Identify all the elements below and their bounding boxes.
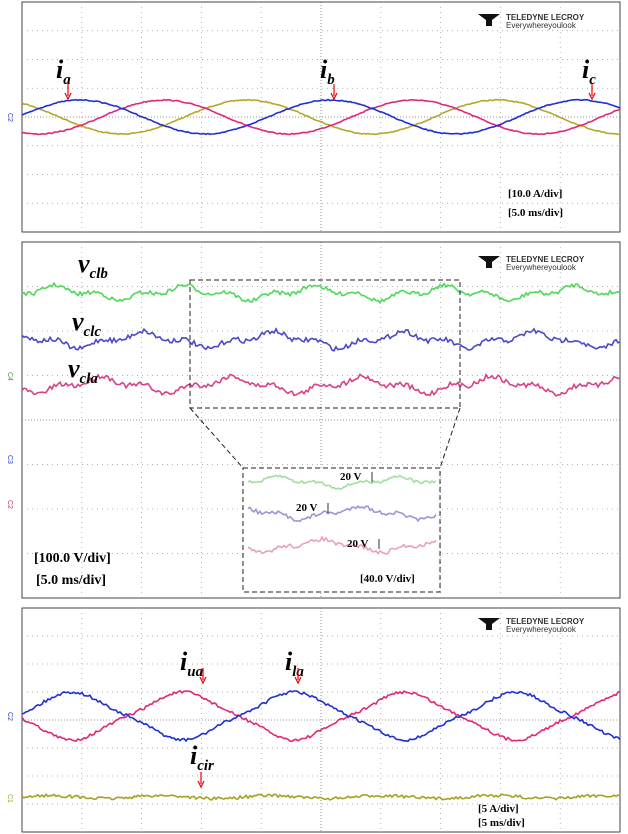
channel-marker: C2 xyxy=(6,113,13,122)
signal-sub: c xyxy=(589,72,596,88)
scale-label: [5 A/div] xyxy=(478,803,519,815)
signal-label: vclc xyxy=(72,307,101,340)
zoom-line xyxy=(190,408,243,468)
logo-icon xyxy=(478,618,500,630)
signal-sub: clb xyxy=(90,266,109,282)
signal-sub: a xyxy=(63,72,71,88)
logo-tagline: Everywhereyoulook xyxy=(506,625,577,634)
logo-tagline: Everywhereyoulook xyxy=(506,263,577,272)
channel-marker: C1 xyxy=(6,794,13,803)
step-label: 20 V xyxy=(347,538,369,550)
signal-label: ib xyxy=(320,55,335,88)
channel-marker: C3 xyxy=(6,455,13,464)
scale-label: [100.0 V/div] xyxy=(34,551,111,566)
logo-tagline: Everywhereyoulook xyxy=(506,21,577,30)
figure: TELEDYNE LECROYEverywhereyoulookiaibicC2… xyxy=(0,0,628,834)
signal-sub: ua xyxy=(187,664,203,680)
scale-label: [10.0 A/div] xyxy=(508,188,562,200)
logo-icon xyxy=(478,256,500,268)
step-label: 20 V xyxy=(296,502,318,514)
signal-label: iua xyxy=(180,647,204,680)
signal-label: ila xyxy=(285,647,304,680)
channel-marker: C2 xyxy=(6,712,13,721)
step-label: 20 V xyxy=(340,471,362,483)
signal-label: ia xyxy=(56,55,71,88)
signal-sub: cir xyxy=(197,758,214,774)
scale-label: [5.0 ms/div] xyxy=(36,573,106,588)
signal-label: vclb xyxy=(78,249,108,282)
page: {"panels": [ {"logo": {"brand": "TELEDYN… xyxy=(0,0,628,834)
channel-marker: C4 xyxy=(6,372,13,381)
scale-label: [5 ms/div] xyxy=(478,817,525,829)
signal-label: icir xyxy=(190,741,214,774)
signal-main: v xyxy=(68,354,80,383)
zoom-box xyxy=(190,280,460,408)
signal-label: ic xyxy=(582,55,596,88)
logo-icon xyxy=(478,14,500,26)
signal-sub: cla xyxy=(80,371,99,387)
signal-main: v xyxy=(78,249,90,278)
signal-main: v xyxy=(72,307,84,336)
zoom-line xyxy=(440,408,460,468)
inset-scale: [40.0 V/div] xyxy=(360,573,415,585)
trace xyxy=(22,794,620,800)
signal-label: vcla xyxy=(68,354,98,387)
signal-sub: clc xyxy=(84,324,102,340)
scale-label: [5.0 ms/div] xyxy=(508,207,563,219)
channel-marker: C2 xyxy=(6,500,13,509)
